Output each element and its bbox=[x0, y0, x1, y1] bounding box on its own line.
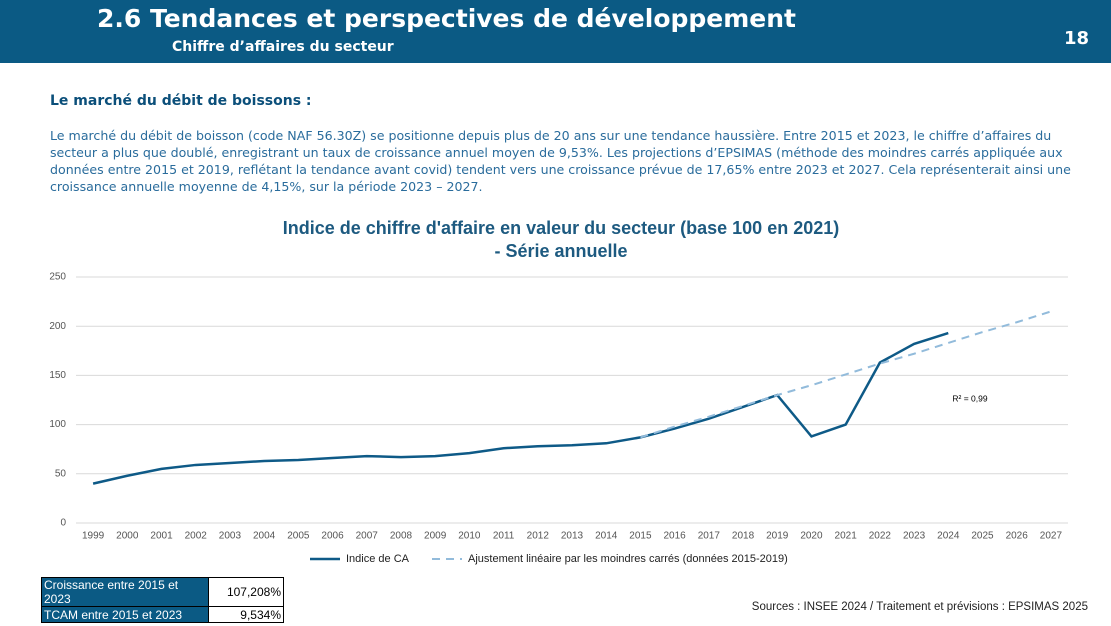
x-tick-label: 2025 bbox=[971, 531, 994, 542]
page-number: 18 bbox=[1063, 28, 1089, 49]
chart-title: Indice de chiffre d'affaire en valeur du… bbox=[283, 218, 840, 238]
y-tick-label: 50 bbox=[55, 468, 67, 479]
source-note: Sources : INSEE 2024 / Traitement et pré… bbox=[751, 601, 1088, 613]
x-tick-label: 2005 bbox=[287, 531, 310, 542]
x-tick-label: 2019 bbox=[766, 531, 789, 542]
table-row: TCAM entre 2015 et 2023 9,534% bbox=[41, 606, 284, 623]
chart-title: - Série annuelle bbox=[494, 241, 627, 261]
section-heading: Le marché du débit de boissons : bbox=[50, 93, 312, 109]
x-tick-label: 2010 bbox=[458, 531, 481, 542]
x-tick-label: 2004 bbox=[253, 531, 276, 542]
x-tick-label: 2022 bbox=[869, 531, 892, 542]
series-line bbox=[640, 310, 1052, 439]
x-tick-label: 2021 bbox=[835, 531, 858, 542]
slide-subtitle: Chiffre d’affaires du secteur bbox=[172, 39, 394, 55]
y-tick-label: 100 bbox=[49, 419, 66, 430]
x-tick-label: 2006 bbox=[321, 531, 344, 542]
table-row: Croissance entre 2015 et 2023 107,208% bbox=[41, 577, 284, 607]
legend-label: Indice de CA bbox=[346, 553, 410, 565]
x-tick-label: 2017 bbox=[698, 531, 721, 542]
section-text: Le marché du débit de boisson (code NAF … bbox=[50, 128, 1071, 194]
table-cell: TCAM entre 2015 et 2023 bbox=[41, 606, 209, 623]
series-line bbox=[92, 331, 949, 485]
y-tick-label: 200 bbox=[49, 321, 66, 332]
x-tick-label: 2001 bbox=[150, 531, 173, 542]
x-tick-label: 2015 bbox=[629, 531, 652, 542]
table-cell: Croissance entre 2015 et 2023 bbox=[41, 577, 209, 607]
x-tick-label: 2000 bbox=[116, 531, 139, 542]
x-tick-label: 1999 bbox=[82, 531, 105, 542]
x-tick-label: 2018 bbox=[732, 531, 755, 542]
legend-label: Ajustement linéaire par les moindres car… bbox=[468, 553, 788, 565]
x-tick-label: 2002 bbox=[185, 531, 208, 542]
header-bar bbox=[0, 0, 1111, 63]
y-tick-label: 150 bbox=[49, 370, 66, 381]
x-tick-label: 2008 bbox=[390, 531, 413, 542]
table-cell: 9,534% bbox=[208, 606, 284, 623]
x-tick-label: 2013 bbox=[561, 531, 584, 542]
y-tick-label: 0 bbox=[60, 518, 66, 529]
x-tick-label: 2011 bbox=[493, 531, 515, 542]
x-tick-label: 2026 bbox=[1006, 531, 1029, 542]
x-tick-label: 2020 bbox=[800, 531, 823, 542]
x-tick-label: 2012 bbox=[527, 531, 550, 542]
x-tick-label: 2023 bbox=[903, 531, 926, 542]
x-tick-label: 2003 bbox=[219, 531, 242, 542]
x-tick-label: 2014 bbox=[595, 531, 618, 542]
table-cell: 107,208% bbox=[208, 577, 284, 607]
slide-title: 2.6 Tendances et perspectives de dévelop… bbox=[97, 4, 796, 33]
x-tick-label: 2009 bbox=[424, 531, 447, 542]
y-tick-label: 250 bbox=[49, 272, 66, 283]
x-tick-label: 2024 bbox=[937, 531, 960, 542]
x-tick-label: 2016 bbox=[663, 531, 686, 542]
x-tick-label: 2007 bbox=[356, 531, 379, 542]
x-tick-label: 2027 bbox=[1040, 531, 1063, 542]
summary-table: Croissance entre 2015 et 2023 107,208% TC… bbox=[41, 577, 284, 623]
annotation: R² = 0,99 bbox=[952, 393, 987, 403]
